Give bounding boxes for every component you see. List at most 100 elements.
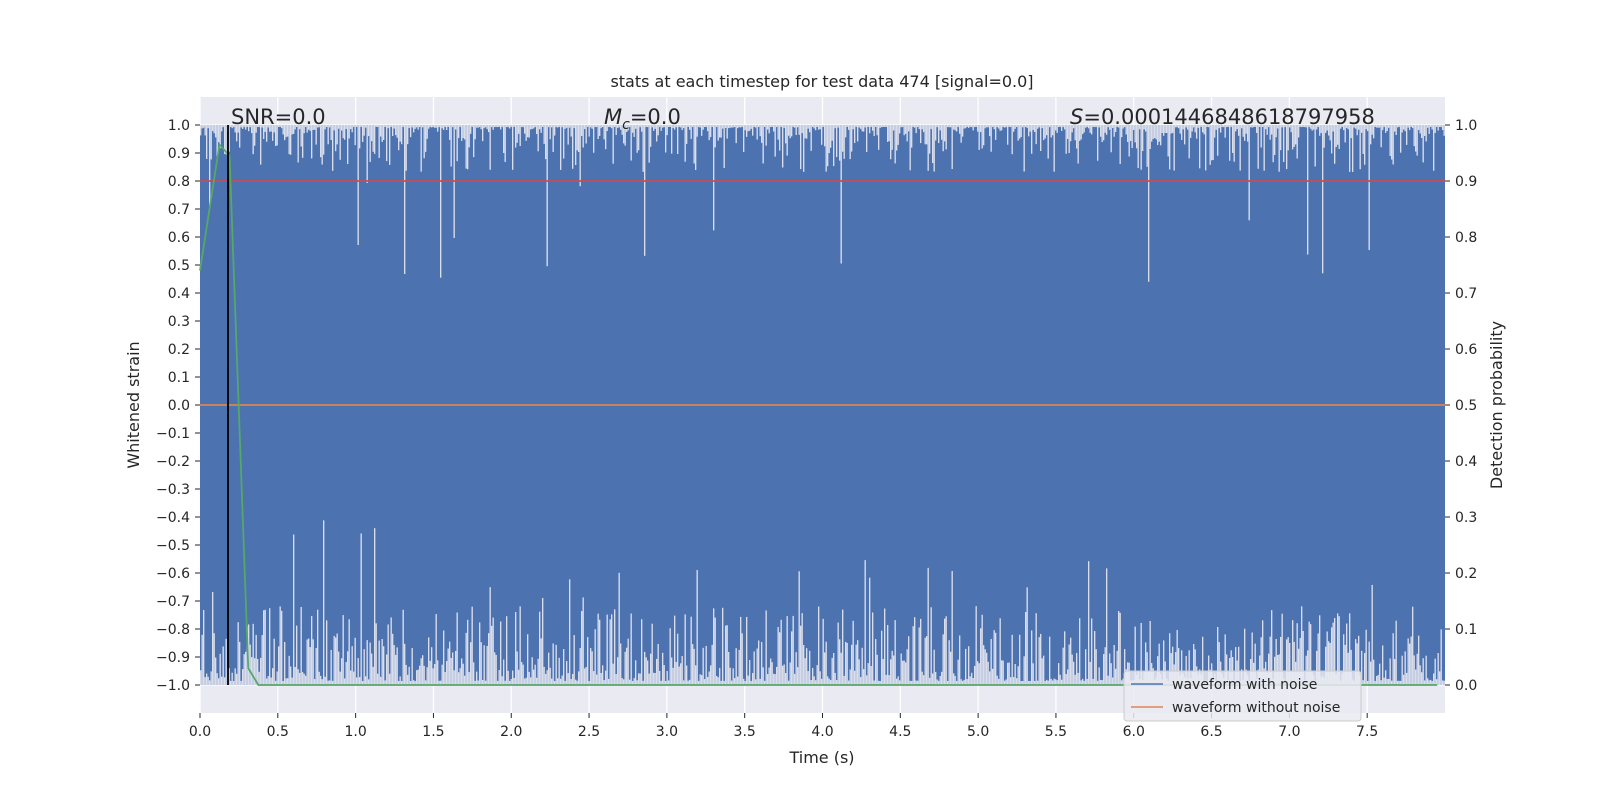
y-left-tick-label: 0.6 xyxy=(168,230,190,246)
noise-gap-bottom xyxy=(560,678,562,685)
noise-gap-bottom xyxy=(1092,678,1094,685)
noise-gap-top xyxy=(447,125,449,128)
noise-gap-bottom xyxy=(872,612,874,685)
noise-gap-top xyxy=(665,125,667,153)
noise-gap-top xyxy=(1317,125,1319,128)
noise-gap-top xyxy=(824,125,826,147)
noise-gap-bottom xyxy=(720,680,722,685)
noise-gap-top xyxy=(1034,125,1036,132)
noise-gap-top xyxy=(1316,125,1318,130)
noise-gap-bottom xyxy=(470,642,472,685)
noise-gap-top xyxy=(591,125,593,129)
noise-gap-bottom xyxy=(497,680,499,685)
noise-gap-bottom xyxy=(431,647,433,685)
noise-gap-top xyxy=(800,125,802,170)
noise-gap-top xyxy=(299,125,301,130)
noise-gap-bottom xyxy=(725,625,727,685)
noise-gap-bottom xyxy=(788,680,790,685)
noise-gap-top xyxy=(779,125,781,151)
noise-gap-bottom xyxy=(519,606,521,685)
noise-gap-bottom xyxy=(1122,678,1124,685)
noise-gap-bottom xyxy=(303,673,305,685)
noise-gap-bottom xyxy=(1361,650,1363,685)
noise-gap-top xyxy=(884,125,886,128)
noise-gap-bottom xyxy=(839,639,841,685)
noise-gap-bottom xyxy=(330,649,332,685)
noise-gap-bottom xyxy=(711,644,713,685)
noise-gap-top xyxy=(648,125,650,163)
noise-gap-top xyxy=(914,125,916,128)
noise-gap-top xyxy=(753,125,755,128)
noise-gap-top xyxy=(212,125,214,132)
noise-gap-top xyxy=(338,125,340,129)
noise-gap-bottom xyxy=(1013,677,1015,685)
noise-gap-top xyxy=(1337,125,1339,145)
noise-gap-top xyxy=(1428,125,1430,134)
s-value: =0.0001446848618797958 xyxy=(1083,105,1375,129)
noise-gap-top xyxy=(810,125,812,151)
noise-gap-bottom xyxy=(849,669,851,685)
noise-gap-bottom xyxy=(1169,633,1171,685)
noise-gap-top xyxy=(528,125,530,138)
noise-gap-bottom xyxy=(974,665,976,685)
noise-gap-top xyxy=(272,125,274,141)
noise-gap-top xyxy=(579,125,581,187)
noise-gap-bottom xyxy=(921,671,923,685)
noise-gap-bottom xyxy=(452,652,454,685)
noise-gap-top xyxy=(939,125,941,131)
noise-gap-bottom xyxy=(1439,671,1441,685)
noise-gap-top xyxy=(1325,125,1327,133)
noise-gap-top xyxy=(362,125,364,142)
noise-gap-top xyxy=(341,125,343,131)
noise-gap-bottom xyxy=(207,676,209,685)
noise-gap-top xyxy=(1392,125,1394,165)
noise-gap-bottom xyxy=(908,636,910,685)
noise-gap-bottom xyxy=(842,609,844,685)
noise-gap-top xyxy=(536,125,538,135)
noise-gap-top xyxy=(917,125,919,128)
noise-gap-top xyxy=(950,125,952,128)
noise-gap-top xyxy=(803,125,805,172)
noise-gap-top xyxy=(716,125,718,128)
noise-gap-bottom xyxy=(254,658,256,685)
noise-gap-bottom xyxy=(996,675,998,685)
noise-gap-top xyxy=(693,125,695,164)
noise-gap-bottom xyxy=(1413,655,1415,685)
noise-gap-top xyxy=(1323,125,1325,148)
noise-gap-top xyxy=(1172,125,1174,133)
noise-gap-bottom xyxy=(449,641,451,685)
noise-gap-bottom xyxy=(644,651,646,685)
y-left-tick-label: −0.6 xyxy=(156,566,190,582)
noise-gap-bottom xyxy=(278,646,280,685)
noise-gap-bottom xyxy=(774,674,776,685)
noise-gap-top xyxy=(1259,125,1261,128)
noise-gap-top xyxy=(270,125,272,132)
noise-gap-bottom xyxy=(461,658,463,685)
noise-gap-top xyxy=(1298,125,1300,138)
noise-gap-bottom xyxy=(261,635,263,685)
noise-gap-top xyxy=(246,125,248,128)
noise-gap-bottom xyxy=(437,660,439,685)
noise-gap-bottom xyxy=(500,621,502,685)
noise-gap-top xyxy=(260,125,262,165)
noise-gap-top xyxy=(1409,125,1411,131)
noise-gap-bottom xyxy=(1395,620,1397,685)
noise-gap-top xyxy=(1001,125,1003,131)
noise-gap-top xyxy=(774,125,776,157)
noise-gap-top xyxy=(339,125,341,160)
noise-gap-top xyxy=(450,125,452,167)
noise-gap-bottom xyxy=(416,670,418,685)
y-left-tick-label: 0.2 xyxy=(168,342,190,358)
noise-gap-bottom xyxy=(420,658,422,685)
noise-gap-top xyxy=(1136,125,1138,149)
noise-gap-bottom xyxy=(780,619,782,685)
noise-gap-bottom xyxy=(905,662,907,685)
noise-gap-top xyxy=(563,125,565,159)
noise-gap-bottom xyxy=(699,674,701,685)
noise-gap-top xyxy=(410,125,412,138)
noise-gap-top xyxy=(906,125,908,142)
noise-gap-bottom xyxy=(722,607,724,685)
noise-gap-top xyxy=(942,125,944,152)
noise-gap-bottom xyxy=(941,671,943,685)
noise-gap-top xyxy=(1283,125,1285,162)
